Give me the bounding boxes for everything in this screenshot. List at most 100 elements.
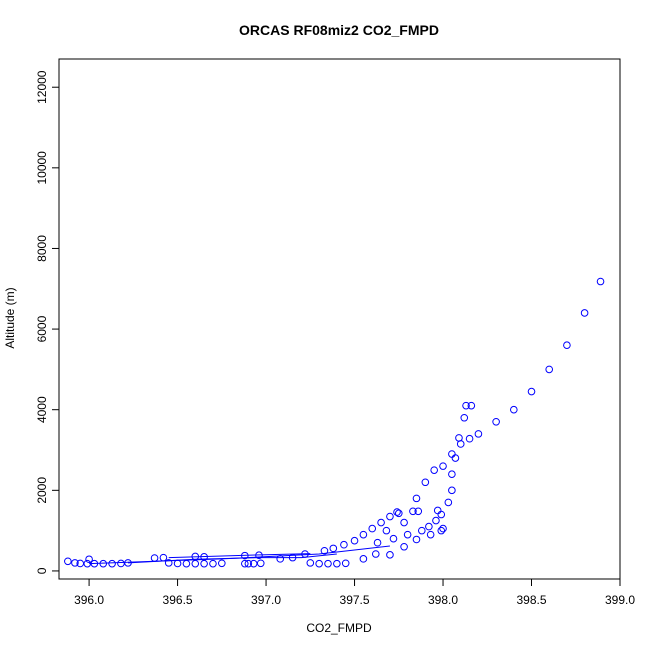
data-point (315, 559, 323, 568)
data-point (400, 518, 408, 527)
data-point (359, 555, 368, 563)
data-point (108, 559, 116, 568)
data-point (444, 498, 453, 507)
data-point (218, 559, 226, 568)
data-point (563, 341, 571, 350)
x-tick-label: 396.5 (163, 593, 193, 607)
data-point (276, 555, 285, 563)
data-point (412, 535, 421, 544)
data-point (200, 559, 208, 568)
data-point (241, 551, 249, 560)
data-point (371, 550, 380, 558)
data-point (99, 559, 108, 568)
data-point (85, 555, 93, 564)
y-tick-label: 10000 (35, 151, 49, 185)
plot-frame (58, 58, 621, 580)
y-tick-label: 12000 (35, 70, 49, 104)
data-point (510, 405, 518, 414)
data-point (596, 277, 605, 286)
data-points (64, 277, 605, 568)
x-tick-label: 397.0 (251, 593, 281, 607)
y-tick-label: 0 (35, 567, 49, 574)
data-point (448, 450, 456, 458)
data-point (394, 509, 403, 518)
x-tick-label: 396.0 (74, 593, 104, 607)
data-point (377, 518, 385, 527)
x-axis-label: CO2_FMPD (306, 621, 372, 635)
x-tick-label: 398.5 (516, 593, 546, 607)
data-point (460, 413, 469, 422)
y-tick-label: 6000 (35, 315, 49, 342)
data-point (255, 551, 263, 560)
connector-line (127, 553, 337, 564)
data-point (448, 470, 456, 478)
data-point (90, 559, 99, 568)
data-point (492, 417, 500, 426)
x-axis: 396.0 396.5 397.0 397.5 398.0 398.5 399.0 (74, 578, 635, 607)
data-point (209, 559, 217, 568)
data-point (393, 508, 401, 516)
data-point (426, 530, 435, 539)
y-axis: 0 2000 4000 6000 8000 10000 12000 (35, 70, 60, 574)
data-point (448, 486, 456, 495)
data-point (256, 559, 265, 568)
data-point (241, 559, 249, 568)
data-point (124, 559, 132, 567)
data-point (200, 553, 208, 561)
y-tick-label: 8000 (35, 235, 49, 262)
data-point (412, 494, 421, 503)
chart-title: ORCAS RF08miz2 CO2_FMPD (239, 22, 439, 38)
data-point (451, 454, 460, 462)
data-point (580, 309, 589, 317)
data-point (417, 526, 426, 535)
data-point (341, 559, 350, 568)
data-point (306, 559, 315, 567)
data-point (64, 557, 72, 566)
data-point (462, 401, 470, 410)
data-point (191, 559, 200, 568)
data-point (421, 478, 430, 487)
data-point (288, 553, 297, 562)
data-point (159, 553, 168, 562)
data-point (465, 434, 474, 443)
data-point (425, 522, 433, 531)
data-point (182, 559, 191, 568)
data-point (382, 526, 391, 535)
data-point (386, 551, 394, 559)
data-point (455, 434, 463, 442)
connector-line (89, 545, 390, 565)
data-point (173, 559, 182, 568)
data-point (400, 542, 408, 551)
y-tick-label: 4000 (35, 396, 49, 423)
connector-line (168, 553, 311, 559)
y-tick-label: 2000 (35, 477, 49, 504)
data-point (150, 554, 159, 562)
data-point (340, 540, 348, 549)
data-point (527, 387, 536, 396)
data-point (545, 365, 554, 374)
data-point (467, 401, 476, 410)
x-tick-label: 397.5 (340, 593, 370, 607)
connector-lines (89, 545, 390, 565)
data-point (439, 524, 447, 533)
data-point (117, 559, 125, 568)
data-point (409, 507, 417, 516)
data-point (389, 534, 398, 543)
x-tick-label: 398.0 (428, 593, 458, 607)
data-point (430, 466, 438, 474)
data-point (329, 544, 338, 553)
data-point (244, 559, 253, 568)
data-point (437, 510, 446, 519)
data-point (71, 559, 79, 567)
data-point (439, 462, 447, 470)
data-point (373, 538, 382, 547)
data-point (386, 512, 394, 521)
data-point (359, 530, 368, 539)
data-point (324, 559, 332, 568)
data-point (350, 536, 359, 545)
data-point (368, 524, 377, 533)
data-point (164, 559, 173, 567)
data-point (301, 550, 309, 558)
data-point (433, 506, 442, 515)
